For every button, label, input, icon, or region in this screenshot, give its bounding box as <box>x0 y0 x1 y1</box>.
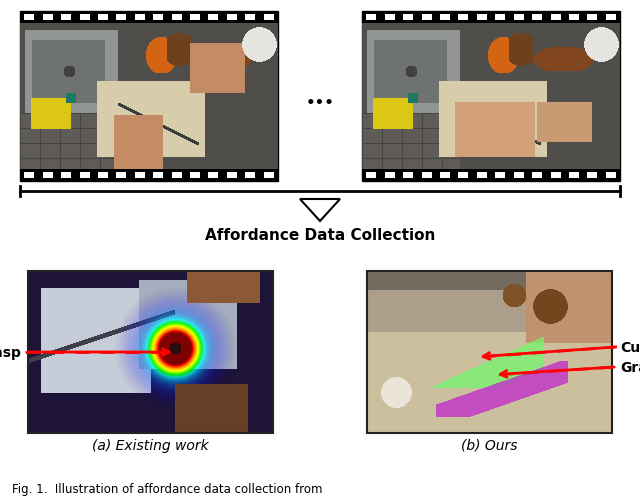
Bar <box>569 15 579 21</box>
Bar <box>79 15 90 21</box>
Bar <box>440 173 450 179</box>
Polygon shape <box>300 199 340 221</box>
Bar <box>135 15 145 21</box>
Bar <box>264 173 274 179</box>
Bar <box>403 15 413 21</box>
Bar <box>606 15 616 21</box>
Bar <box>98 173 108 179</box>
Bar <box>43 173 52 179</box>
Bar <box>422 173 431 179</box>
Text: Grasp: Grasp <box>0 345 21 359</box>
Text: Grasp: Grasp <box>620 360 640 374</box>
Bar <box>190 15 200 21</box>
Text: Cut: Cut <box>620 340 640 354</box>
Bar <box>385 15 395 21</box>
Bar <box>514 173 524 179</box>
Bar <box>61 15 71 21</box>
Text: Affordance Data Collection: Affordance Data Collection <box>205 227 435 242</box>
Bar <box>172 173 182 179</box>
Bar <box>227 173 237 179</box>
Bar <box>458 173 468 179</box>
Bar <box>20 12 278 182</box>
Bar <box>98 15 108 21</box>
Bar <box>495 15 505 21</box>
Text: Fig. 1.  Illustration of affordance data collection from: Fig. 1. Illustration of affordance data … <box>12 482 323 495</box>
Bar <box>366 15 376 21</box>
Bar <box>550 173 561 179</box>
Bar <box>495 173 505 179</box>
Bar <box>532 15 542 21</box>
Bar <box>43 15 52 21</box>
Bar <box>209 173 218 179</box>
Bar <box>550 15 561 21</box>
Bar <box>245 15 255 21</box>
Text: (a) Existing work: (a) Existing work <box>92 438 209 452</box>
Bar <box>403 173 413 179</box>
Text: ...: ... <box>305 83 335 110</box>
Bar <box>532 173 542 179</box>
Bar <box>116 15 126 21</box>
Bar <box>477 15 487 21</box>
Bar <box>116 173 126 179</box>
Bar <box>366 173 376 179</box>
Bar <box>264 15 274 21</box>
Bar <box>606 173 616 179</box>
Bar <box>588 173 597 179</box>
Bar <box>514 15 524 21</box>
Bar <box>362 12 620 182</box>
Bar <box>24 173 34 179</box>
Bar <box>24 15 34 21</box>
Bar <box>209 15 218 21</box>
Bar <box>135 173 145 179</box>
Bar <box>79 173 90 179</box>
Bar <box>61 173 71 179</box>
Bar <box>153 15 163 21</box>
Bar <box>385 173 395 179</box>
Bar <box>422 15 431 21</box>
Bar <box>367 272 612 433</box>
Bar <box>28 272 273 433</box>
Bar <box>153 173 163 179</box>
Bar <box>227 15 237 21</box>
Bar <box>190 173 200 179</box>
Text: (b) Ours: (b) Ours <box>461 438 518 452</box>
Bar <box>569 173 579 179</box>
Bar <box>458 15 468 21</box>
Bar <box>440 15 450 21</box>
Bar <box>245 173 255 179</box>
Bar <box>172 15 182 21</box>
Bar <box>477 173 487 179</box>
Bar <box>588 15 597 21</box>
